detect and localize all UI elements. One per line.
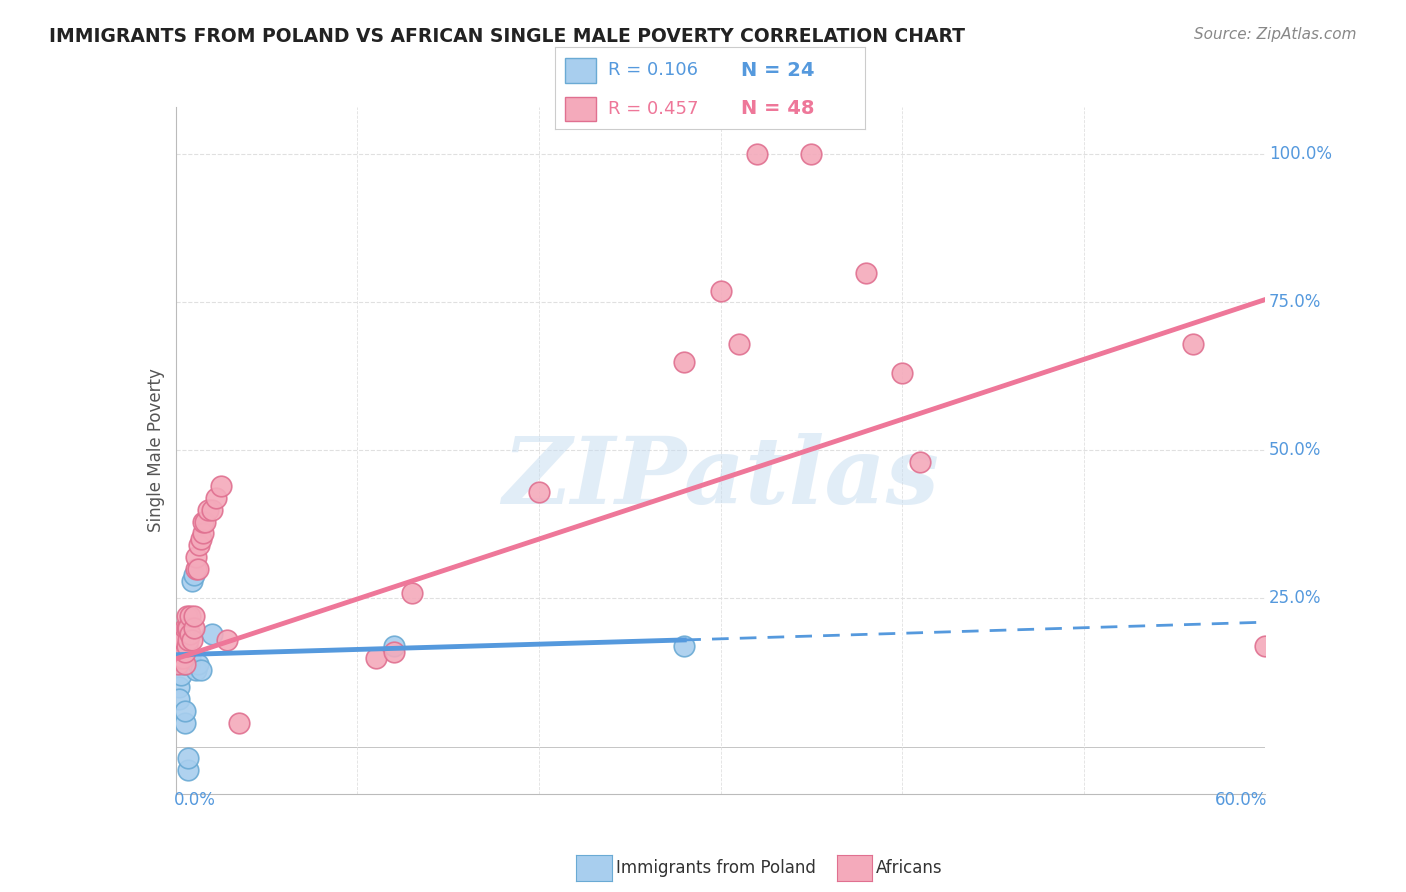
Bar bbox=[565, 96, 596, 121]
Point bbox=[228, 715, 250, 730]
Point bbox=[891, 367, 914, 381]
Point bbox=[169, 645, 191, 659]
Point bbox=[166, 657, 188, 671]
Point bbox=[176, 621, 198, 635]
Point bbox=[745, 147, 768, 161]
Point bbox=[179, 627, 201, 641]
Point bbox=[191, 515, 214, 529]
Point bbox=[673, 639, 696, 653]
Point bbox=[209, 479, 232, 493]
Point bbox=[170, 650, 193, 665]
Point bbox=[177, 751, 200, 765]
Point bbox=[1254, 639, 1277, 653]
Point bbox=[204, 491, 226, 505]
Point bbox=[169, 692, 191, 706]
Point bbox=[170, 639, 193, 653]
Point bbox=[401, 585, 423, 599]
Point bbox=[710, 284, 733, 298]
Point bbox=[176, 639, 198, 653]
Point bbox=[173, 715, 195, 730]
Point bbox=[166, 657, 188, 671]
Point bbox=[170, 650, 193, 665]
Point bbox=[184, 562, 207, 576]
Point bbox=[188, 538, 211, 552]
Point bbox=[191, 526, 214, 541]
Point bbox=[173, 621, 195, 635]
Point bbox=[364, 650, 387, 665]
Text: 75.0%: 75.0% bbox=[1270, 293, 1322, 311]
Text: 60.0%: 60.0% bbox=[1215, 791, 1267, 809]
Point bbox=[173, 645, 195, 659]
Point bbox=[186, 562, 209, 576]
Point bbox=[172, 645, 194, 659]
Point bbox=[527, 484, 550, 499]
Bar bbox=[565, 58, 596, 83]
Point bbox=[179, 609, 201, 624]
Point bbox=[173, 650, 195, 665]
Point bbox=[176, 657, 198, 671]
Point bbox=[184, 663, 207, 677]
Point bbox=[382, 645, 405, 659]
Point bbox=[173, 657, 195, 671]
Point bbox=[910, 455, 932, 469]
Text: N = 48: N = 48 bbox=[741, 99, 814, 119]
Text: IMMIGRANTS FROM POLAND VS AFRICAN SINGLE MALE POVERTY CORRELATION CHART: IMMIGRANTS FROM POLAND VS AFRICAN SINGLE… bbox=[49, 27, 965, 45]
Point bbox=[190, 533, 212, 547]
Point bbox=[173, 704, 195, 718]
Point bbox=[186, 657, 209, 671]
Text: 100.0%: 100.0% bbox=[1270, 145, 1331, 163]
Text: 50.0%: 50.0% bbox=[1270, 442, 1322, 459]
Point bbox=[170, 668, 193, 682]
Point bbox=[800, 147, 823, 161]
Point bbox=[197, 502, 219, 516]
Point bbox=[176, 645, 198, 659]
Point bbox=[181, 632, 204, 647]
Point bbox=[172, 650, 194, 665]
Point bbox=[184, 549, 207, 564]
Point bbox=[183, 567, 205, 582]
Point bbox=[177, 632, 200, 647]
Text: N = 24: N = 24 bbox=[741, 61, 814, 79]
Point bbox=[179, 657, 201, 671]
Point bbox=[177, 763, 200, 777]
Point bbox=[177, 621, 200, 635]
Point bbox=[172, 657, 194, 671]
Point bbox=[1181, 337, 1204, 351]
Point bbox=[382, 639, 405, 653]
Point bbox=[181, 574, 204, 588]
Text: Source: ZipAtlas.com: Source: ZipAtlas.com bbox=[1194, 27, 1357, 42]
Point bbox=[201, 502, 224, 516]
Point bbox=[169, 681, 191, 695]
Y-axis label: Single Male Poverty: Single Male Poverty bbox=[146, 368, 165, 533]
Point bbox=[176, 609, 198, 624]
Point bbox=[172, 632, 194, 647]
Text: Africans: Africans bbox=[876, 859, 942, 877]
Point bbox=[727, 337, 749, 351]
Point bbox=[215, 632, 238, 647]
Point bbox=[190, 663, 212, 677]
Text: R = 0.457: R = 0.457 bbox=[607, 100, 699, 118]
Point bbox=[855, 266, 877, 280]
Point bbox=[179, 650, 201, 665]
Text: 25.0%: 25.0% bbox=[1270, 590, 1322, 607]
Text: R = 0.106: R = 0.106 bbox=[607, 62, 697, 79]
Point bbox=[169, 632, 191, 647]
Point bbox=[183, 609, 205, 624]
Point bbox=[673, 354, 696, 368]
Text: 0.0%: 0.0% bbox=[174, 791, 215, 809]
Point bbox=[183, 621, 205, 635]
Point bbox=[201, 627, 224, 641]
Text: ZIPatlas: ZIPatlas bbox=[502, 433, 939, 523]
Point bbox=[194, 515, 217, 529]
Text: Immigrants from Poland: Immigrants from Poland bbox=[616, 859, 815, 877]
